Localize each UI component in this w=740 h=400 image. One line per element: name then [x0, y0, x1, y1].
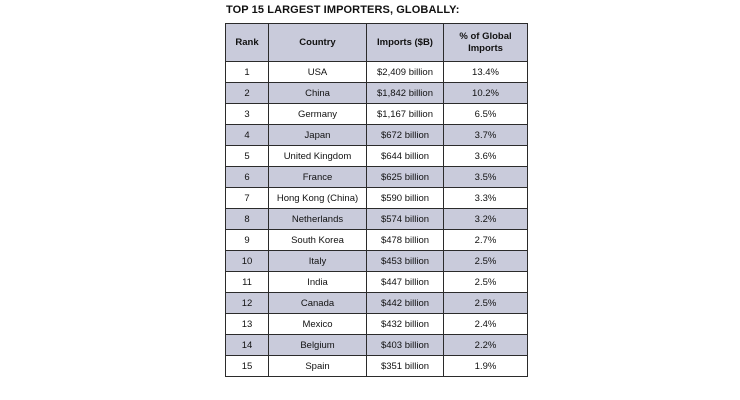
country-cell: Canada [268, 292, 367, 314]
rank-cell: 1 [225, 61, 269, 83]
table-row: 6 France $625 billion 3.5% [225, 166, 528, 188]
global-share-cell: 13.4% [443, 61, 528, 83]
global-share-cell: 2.5% [443, 271, 528, 293]
column-header-country: Country [268, 23, 367, 62]
rank-cell: 3 [225, 103, 269, 125]
rank-cell: 6 [225, 166, 269, 188]
rank-cell: 4 [225, 124, 269, 146]
table-row: 5 United Kingdom $644 billion 3.6% [225, 145, 528, 167]
table-row: 14 Belgium $403 billion 2.2% [225, 334, 528, 356]
imports-cell: $644 billion [366, 145, 444, 167]
global-share-cell: 2.5% [443, 250, 528, 272]
global-share-cell: 2.4% [443, 313, 528, 335]
table-row: 1 USA $2,409 billion 13.4% [225, 61, 528, 83]
imports-cell: $672 billion [366, 124, 444, 146]
global-share-cell: 3.7% [443, 124, 528, 146]
country-cell: Belgium [268, 334, 367, 356]
global-share-cell: 3.5% [443, 166, 528, 188]
table-row: 15 Spain $351 billion 1.9% [225, 355, 528, 377]
country-cell: USA [268, 61, 367, 83]
global-share-cell: 6.5% [443, 103, 528, 125]
country-cell: South Korea [268, 229, 367, 251]
country-cell: India [268, 271, 367, 293]
country-cell: Italy [268, 250, 367, 272]
rank-cell: 5 [225, 145, 269, 167]
rank-cell: 7 [225, 187, 269, 209]
imports-cell: $590 billion [366, 187, 444, 209]
global-share-cell: 3.6% [443, 145, 528, 167]
country-cell: Spain [268, 355, 367, 377]
country-cell: Netherlands [268, 208, 367, 230]
rank-cell: 15 [225, 355, 269, 377]
table-row: 10 Italy $453 billion 2.5% [225, 250, 528, 272]
table-row: 9 South Korea $478 billion 2.7% [225, 229, 528, 251]
table-row: 8 Netherlands $574 billion 3.2% [225, 208, 528, 230]
column-header-global-share: % of Global Imports [443, 23, 528, 62]
imports-cell: $1,842 billion [366, 82, 444, 104]
country-cell: Mexico [268, 313, 367, 335]
rank-cell: 13 [225, 313, 269, 335]
imports-cell: $447 billion [366, 271, 444, 293]
global-share-cell: 3.2% [443, 208, 528, 230]
global-share-cell: 10.2% [443, 82, 528, 104]
table-row: 2 China $1,842 billion 10.2% [225, 82, 528, 104]
imports-cell: $574 billion [366, 208, 444, 230]
table-row: 4 Japan $672 billion 3.7% [225, 124, 528, 146]
table-body: 1 USA $2,409 billion 13.4% 2 China $1,842 bill… [225, 61, 528, 377]
country-cell: Germany [268, 103, 367, 125]
imports-cell: $2,409 billion [366, 61, 444, 83]
global-share-cell: 3.3% [443, 187, 528, 209]
table-row: 13 Mexico $432 billion 2.4% [225, 313, 528, 335]
table-title: TOP 15 LARGEST IMPORTERS, GLOBALLY: [226, 4, 460, 16]
global-share-cell: 2.7% [443, 229, 528, 251]
global-share-cell: 2.2% [443, 334, 528, 356]
table-row: 12 Canada $442 billion 2.5% [225, 292, 528, 314]
column-header-rank: Rank [225, 23, 269, 62]
imports-cell: $351 billion [366, 355, 444, 377]
country-cell: France [268, 166, 367, 188]
importers-table: Rank Country Imports ($B) % of Global Im… [225, 23, 528, 377]
rank-cell: 8 [225, 208, 269, 230]
table-row: 3 Germany $1,167 billion 6.5% [225, 103, 528, 125]
imports-cell: $442 billion [366, 292, 444, 314]
imports-cell: $432 billion [366, 313, 444, 335]
rank-cell: 10 [225, 250, 269, 272]
imports-cell: $403 billion [366, 334, 444, 356]
imports-cell: $625 billion [366, 166, 444, 188]
rank-cell: 14 [225, 334, 269, 356]
table-header-row: Rank Country Imports ($B) % of Global Im… [225, 23, 528, 62]
imports-cell: $1,167 billion [366, 103, 444, 125]
global-share-cell: 2.5% [443, 292, 528, 314]
imports-cell: $478 billion [366, 229, 444, 251]
column-header-imports: Imports ($B) [366, 23, 444, 62]
rank-cell: 2 [225, 82, 269, 104]
imports-cell: $453 billion [366, 250, 444, 272]
country-cell: United Kingdom [268, 145, 367, 167]
country-cell: Japan [268, 124, 367, 146]
country-cell: China [268, 82, 367, 104]
rank-cell: 12 [225, 292, 269, 314]
rank-cell: 11 [225, 271, 269, 293]
global-share-cell: 1.9% [443, 355, 528, 377]
table-row: 7 Hong Kong (China) $590 billion 3.3% [225, 187, 528, 209]
table-row: 11 India $447 billion 2.5% [225, 271, 528, 293]
rank-cell: 9 [225, 229, 269, 251]
country-cell: Hong Kong (China) [268, 187, 367, 209]
